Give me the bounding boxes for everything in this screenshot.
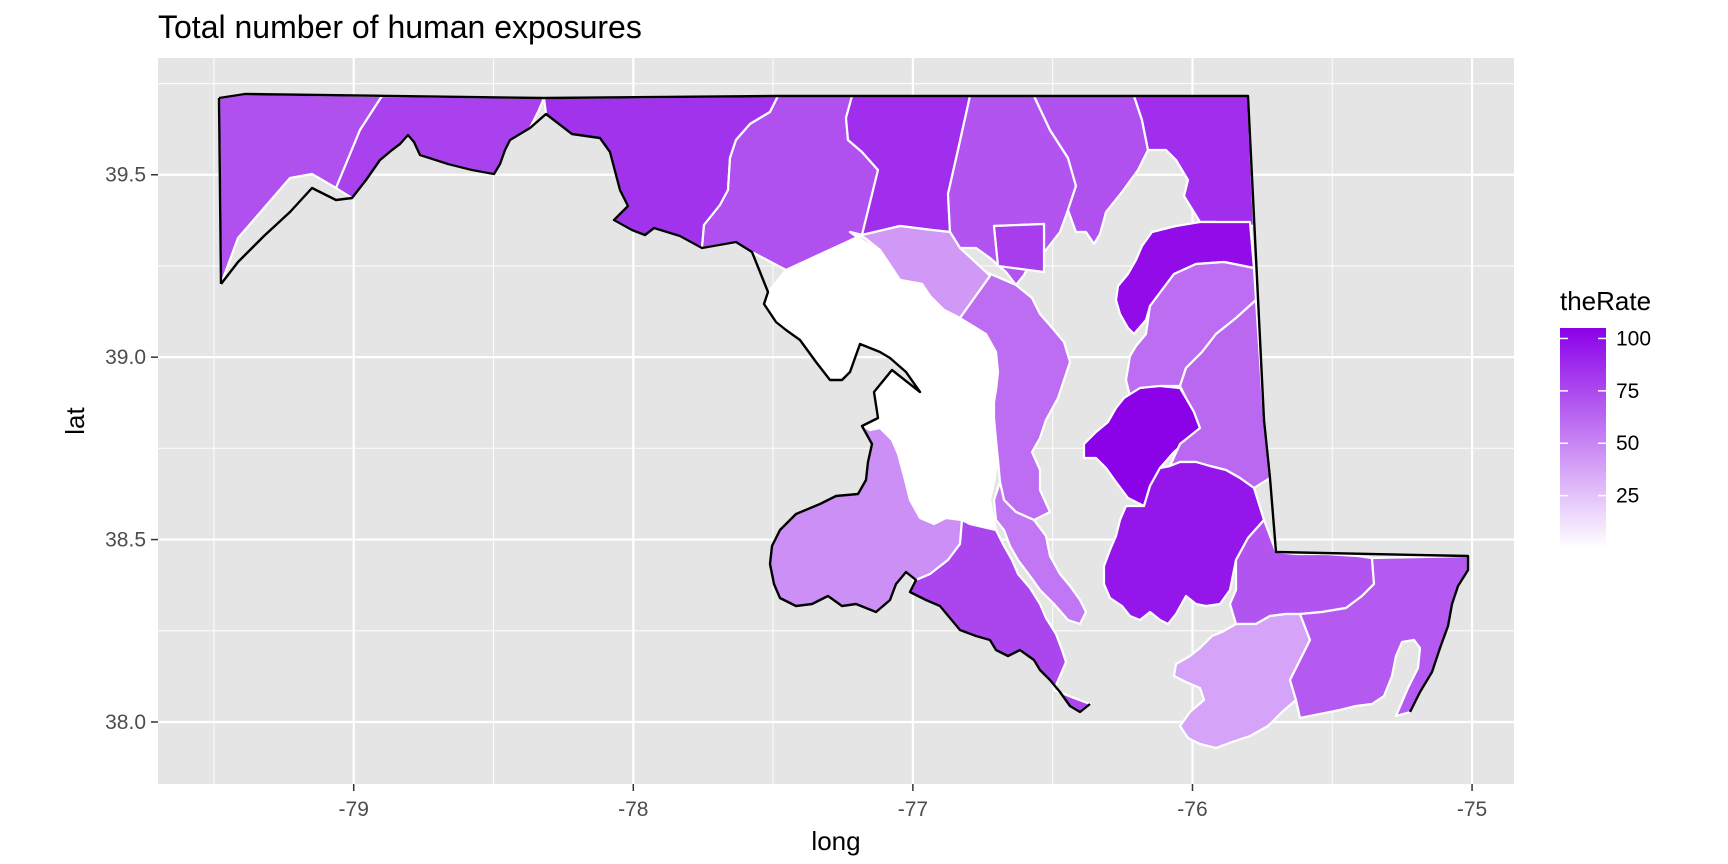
chart-title: Total number of human exposures xyxy=(158,9,642,45)
y-axis: 38.0 38.5 39.0 39.5 xyxy=(105,164,158,734)
legend-break-label: 25 xyxy=(1616,485,1639,508)
state-coastline xyxy=(217,92,1470,714)
x-tick-label: -79 xyxy=(339,798,369,821)
x-tick-label: -77 xyxy=(898,798,928,821)
x-tick-label: -78 xyxy=(618,798,648,821)
legend-break-label: 50 xyxy=(1616,432,1639,455)
legend-colorbar xyxy=(1560,328,1606,548)
county-calvert[interactable] xyxy=(992,480,1088,626)
x-axis-title: long xyxy=(811,826,860,856)
county-anne-arundel[interactable] xyxy=(958,270,1072,522)
x-tick-label: -75 xyxy=(1457,798,1487,821)
y-axis-title: lat xyxy=(60,406,90,434)
legend: theRate 25 50 75 100 xyxy=(1560,286,1651,548)
y-tick-label: 39.0 xyxy=(105,346,146,369)
x-tick-label: -76 xyxy=(1177,798,1207,821)
legend-break-label: 100 xyxy=(1616,327,1651,350)
y-tick-label: 39.5 xyxy=(105,164,146,187)
x-axis: -79 -78 -77 -76 -75 xyxy=(339,784,1487,821)
legend-break-label: 75 xyxy=(1616,380,1639,403)
county-dorchester[interactable] xyxy=(1102,460,1266,626)
county-layer xyxy=(217,92,1470,750)
legend-breaks: 25 50 75 100 xyxy=(1560,327,1651,508)
y-tick-label: 38.0 xyxy=(105,711,146,734)
y-tick-label: 38.5 xyxy=(105,529,146,552)
county-baltimore-city[interactable] xyxy=(992,222,1046,274)
legend-title: theRate xyxy=(1560,286,1651,316)
